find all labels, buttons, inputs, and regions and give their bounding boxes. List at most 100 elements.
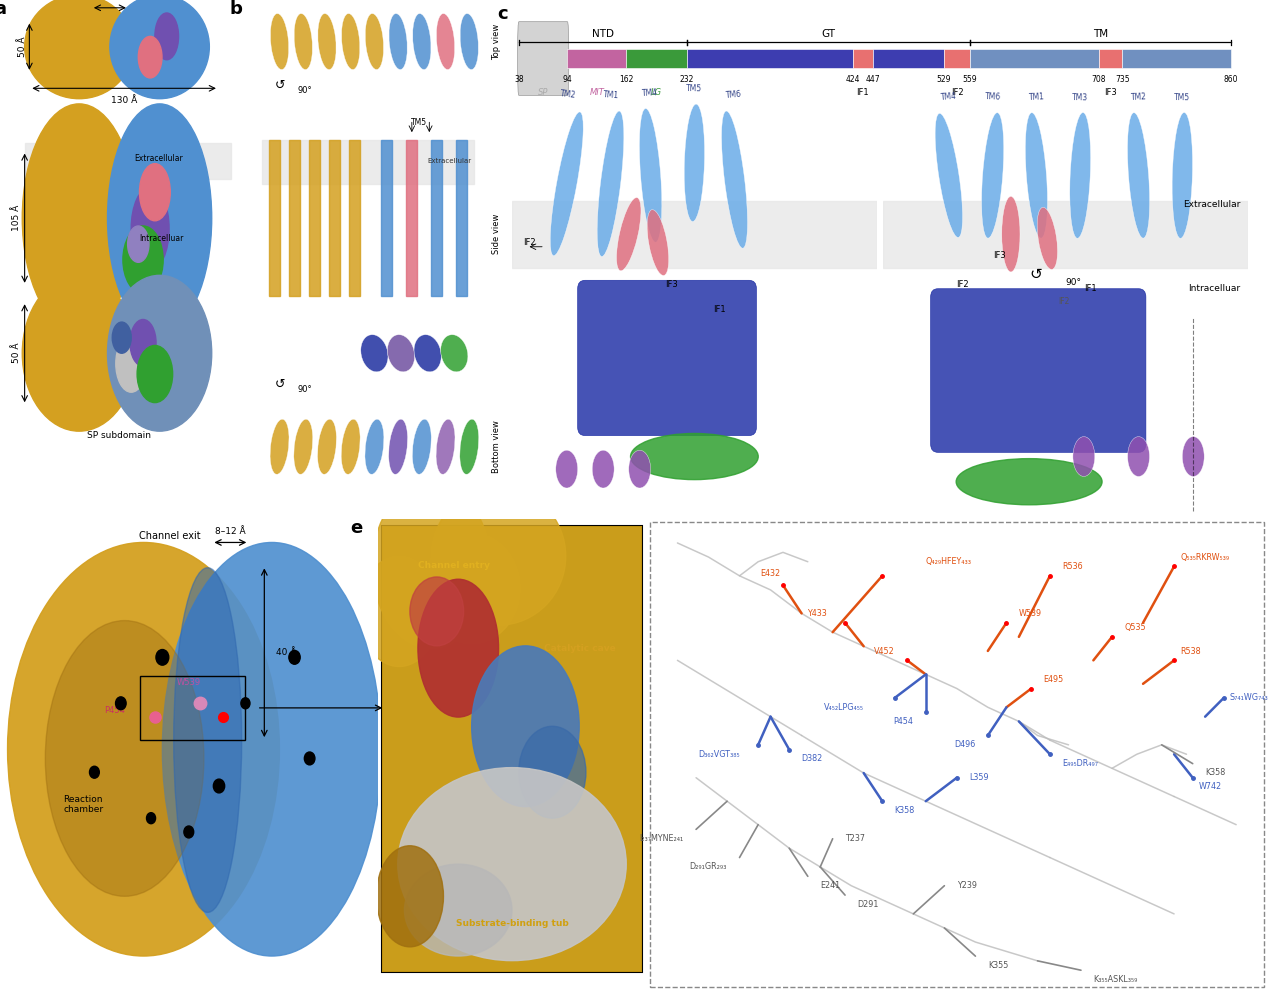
Ellipse shape: [685, 104, 704, 222]
Bar: [289, 140, 300, 296]
Text: IF3: IF3: [993, 251, 1005, 260]
Text: 708: 708: [1092, 75, 1106, 84]
Ellipse shape: [460, 420, 479, 475]
Ellipse shape: [45, 620, 204, 896]
Circle shape: [115, 697, 127, 709]
Ellipse shape: [398, 767, 626, 961]
Text: Channel exit: Channel exit: [140, 530, 201, 541]
FancyBboxPatch shape: [577, 281, 756, 436]
Text: Reaction
chamber: Reaction chamber: [63, 794, 104, 814]
Text: GT: GT: [822, 29, 836, 39]
Text: 8–12 Å: 8–12 Å: [215, 526, 246, 535]
Ellipse shape: [358, 556, 439, 666]
Ellipse shape: [556, 451, 577, 489]
Ellipse shape: [440, 335, 468, 372]
Text: TM6: TM6: [984, 92, 1001, 102]
Ellipse shape: [365, 420, 384, 475]
Text: NTD: NTD: [591, 29, 614, 39]
Text: 90°: 90°: [297, 385, 311, 395]
Ellipse shape: [376, 846, 443, 947]
Text: P454: P454: [893, 716, 914, 725]
Bar: [854, 49, 873, 68]
Text: 38: 38: [515, 75, 524, 84]
Text: ↺: ↺: [275, 378, 285, 391]
Text: D291: D291: [858, 900, 879, 909]
Text: D₂₉₁GR₂₉₃: D₂₉₁GR₂₉₃: [690, 862, 727, 871]
Text: TM2: TM2: [1130, 92, 1147, 102]
Text: 232: 232: [680, 75, 694, 84]
FancyBboxPatch shape: [517, 22, 568, 96]
Bar: [24, 143, 230, 179]
Bar: [626, 49, 687, 68]
Text: TM: TM: [1093, 29, 1108, 39]
Text: Q₅₃₅RKRW₅₃₉: Q₅₃₅RKRW₅₃₉: [1180, 552, 1229, 561]
Ellipse shape: [131, 320, 156, 367]
Circle shape: [289, 650, 301, 664]
Ellipse shape: [372, 483, 490, 648]
Circle shape: [156, 649, 169, 665]
Text: 735: 735: [1115, 75, 1130, 84]
Text: W539: W539: [1019, 609, 1042, 618]
Ellipse shape: [123, 226, 163, 294]
Ellipse shape: [342, 14, 360, 70]
Ellipse shape: [471, 645, 579, 807]
Ellipse shape: [1128, 113, 1149, 238]
Text: V452: V452: [874, 646, 895, 655]
Text: TM2: TM2: [559, 89, 576, 100]
Text: Extracellular: Extracellular: [428, 158, 472, 164]
Ellipse shape: [1002, 197, 1020, 272]
Text: S₇₄₁WG₇₄₃: S₇₄₁WG₇₄₃: [1230, 693, 1268, 702]
Text: 90°: 90°: [1065, 278, 1082, 287]
Ellipse shape: [631, 434, 758, 480]
Circle shape: [214, 779, 225, 793]
Text: TM3: TM3: [1073, 93, 1088, 102]
Text: K355: K355: [988, 961, 1009, 970]
Text: TM5: TM5: [411, 118, 428, 127]
Text: Substrate-binding tub: Substrate-binding tub: [456, 919, 568, 928]
Ellipse shape: [365, 14, 384, 70]
Ellipse shape: [550, 112, 584, 256]
Bar: [873, 49, 945, 68]
Ellipse shape: [108, 104, 211, 333]
Ellipse shape: [436, 14, 454, 70]
Text: 90°: 90°: [297, 86, 311, 96]
Ellipse shape: [1037, 208, 1057, 270]
Text: R538: R538: [1180, 646, 1201, 655]
Text: 559: 559: [963, 75, 978, 84]
Ellipse shape: [460, 14, 479, 70]
Text: IF1: IF1: [1084, 284, 1097, 294]
Text: 105 Å: 105 Å: [12, 205, 20, 232]
Bar: [406, 140, 417, 296]
Ellipse shape: [982, 113, 1004, 238]
Text: 50 Å: 50 Å: [18, 37, 27, 57]
Circle shape: [90, 766, 100, 778]
Text: c: c: [497, 6, 508, 24]
Text: IF2: IF2: [951, 88, 964, 97]
Text: Side view: Side view: [492, 214, 500, 254]
Ellipse shape: [132, 187, 169, 270]
Text: LG: LG: [652, 88, 662, 97]
Text: 40 Å: 40 Å: [275, 648, 296, 657]
Text: 162: 162: [620, 75, 634, 84]
Ellipse shape: [294, 14, 312, 70]
Ellipse shape: [294, 420, 312, 475]
Text: Q535: Q535: [1124, 623, 1146, 632]
Text: Catalytic cave: Catalytic cave: [544, 643, 616, 652]
Text: 50 Å: 50 Å: [12, 343, 20, 364]
Circle shape: [305, 752, 315, 765]
Text: D496: D496: [954, 740, 975, 749]
Ellipse shape: [518, 726, 586, 818]
Text: V₄₅₂LPG₄₅₅: V₄₅₂LPG₄₅₅: [824, 702, 864, 711]
Text: e: e: [351, 519, 364, 537]
Text: IF1: IF1: [713, 305, 726, 315]
Text: Top view: Top view: [492, 23, 500, 60]
Ellipse shape: [1172, 113, 1193, 239]
Text: TM5: TM5: [686, 84, 703, 94]
Text: T237: T237: [845, 834, 865, 843]
Ellipse shape: [936, 114, 963, 238]
Text: R536: R536: [1062, 562, 1083, 571]
Bar: [262, 140, 475, 185]
Text: E₄₉₅DR₄₉₇: E₄₉₅DR₄₉₇: [1062, 759, 1098, 768]
Text: ↺: ↺: [275, 79, 285, 92]
Text: TM1: TM1: [603, 90, 620, 100]
